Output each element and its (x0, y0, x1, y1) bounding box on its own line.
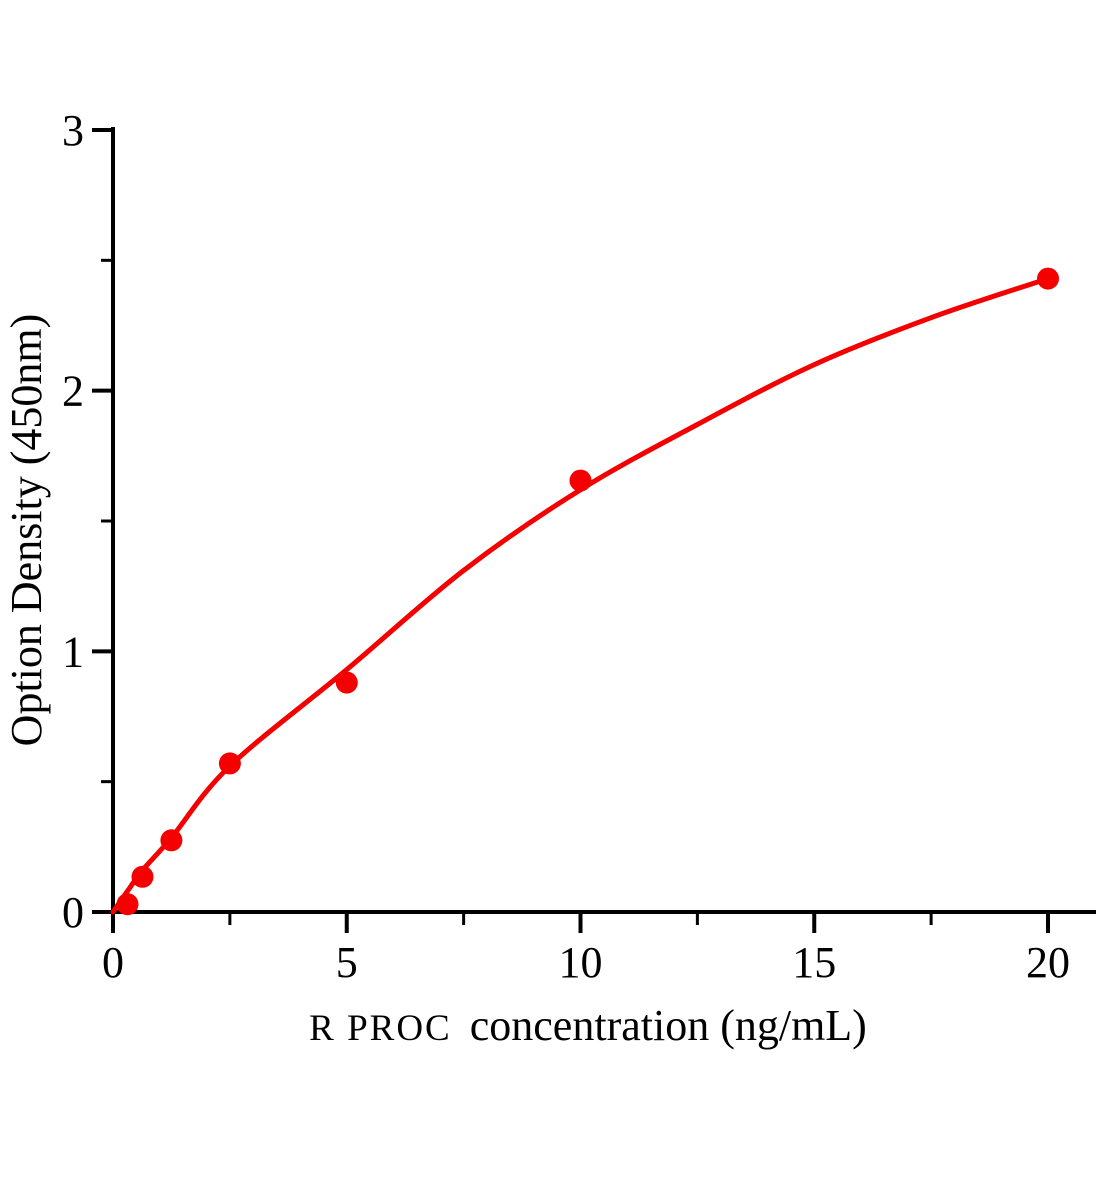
x-tick-label: 5 (336, 938, 358, 987)
data-point (218, 752, 241, 775)
data-point (1037, 267, 1059, 290)
y-axis-title: Option Density (450nm) (2, 313, 51, 747)
x-axis-title: R PROC concentration (ng/mL) (113, 1002, 1063, 1053)
y-tick-label: 2 (62, 367, 84, 416)
x-tick-label: 0 (102, 938, 124, 987)
data-point (335, 671, 358, 694)
x-axis-title-rest: concentration (ng/mL) (469, 1001, 867, 1050)
data-point (160, 829, 183, 852)
y-tick-label: 1 (62, 627, 84, 676)
data-point (116, 893, 139, 916)
data-point (131, 865, 154, 888)
fitted-curve (110, 276, 1051, 915)
x-tick-label: 20 (1026, 938, 1070, 987)
data-point (569, 469, 592, 492)
x-tick-label: 15 (792, 938, 836, 987)
y-tick-label: 3 (62, 106, 84, 155)
x-axis-title-prefix: R PROC (309, 1008, 452, 1049)
y-tick-label: 0 (62, 888, 84, 937)
x-tick-label: 10 (559, 938, 603, 987)
